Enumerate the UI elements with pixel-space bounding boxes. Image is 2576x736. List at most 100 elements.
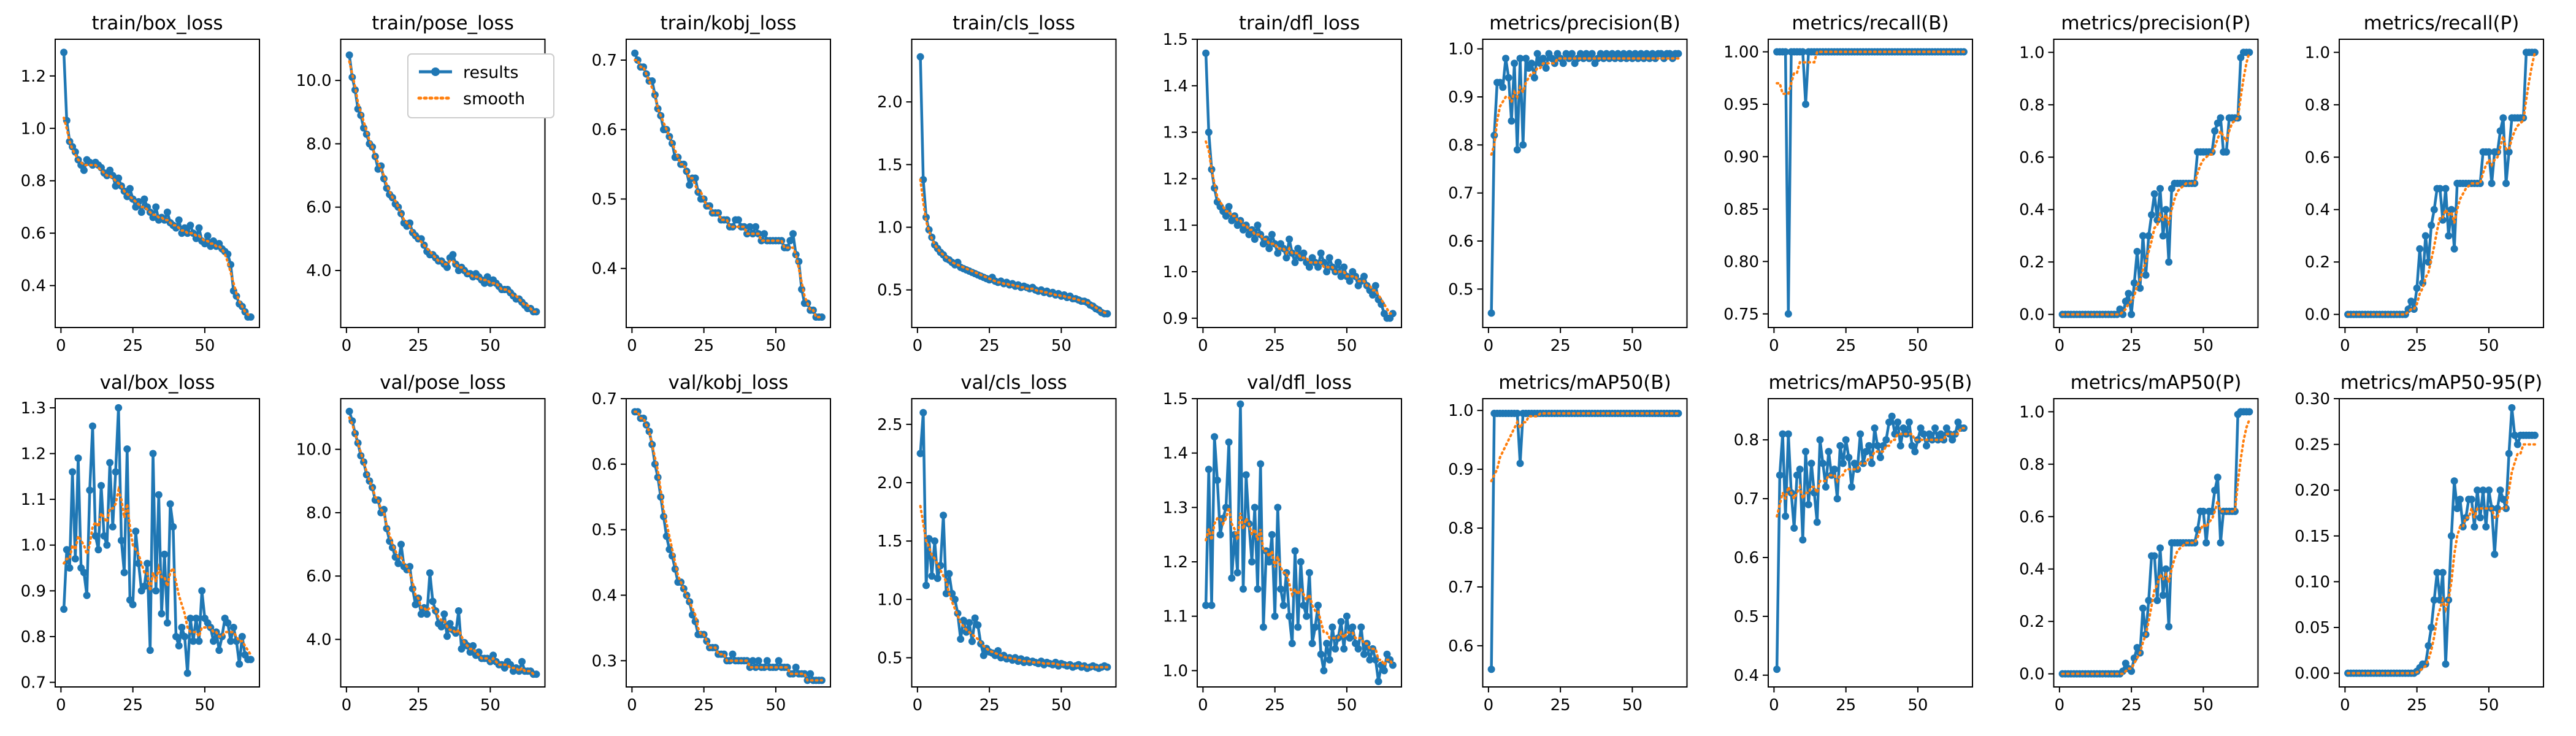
results-point <box>1773 665 1781 673</box>
results-point <box>1882 436 1890 444</box>
results-point <box>423 610 431 618</box>
y-tick-label: 0.4 <box>2305 201 2330 220</box>
chart-panel: metrics/precision(B) 0.5 0.6 0.7 0.8 0.9 1.0 0 2… <box>1448 12 1688 355</box>
results-series-line <box>635 410 822 682</box>
smooth-series-line <box>2347 51 2536 316</box>
results-point <box>2165 623 2173 631</box>
x-tick-label: 50 <box>2478 696 2499 715</box>
results-point <box>483 273 491 281</box>
results-point <box>1343 612 1351 620</box>
results-point <box>2447 532 2455 540</box>
results-point <box>183 669 191 677</box>
results-point <box>1874 442 1882 450</box>
results-point <box>224 619 232 627</box>
results-point <box>103 541 111 549</box>
y-tick-label: 0.6 <box>2305 148 2330 167</box>
x-tick-label: 0 <box>1769 696 1779 715</box>
results-point <box>112 468 120 476</box>
results-point <box>2150 190 2158 198</box>
chart-title: metrics/recall(P) <box>2364 12 2520 34</box>
chart-panel: metrics/precision(P) 0.0 0.2 0.4 0.6 0.8 1.0 0 2… <box>2019 12 2259 355</box>
y-tick-label: 0.9 <box>1448 88 1473 107</box>
results-point <box>763 657 771 665</box>
results-point <box>2139 232 2147 240</box>
results-point <box>204 232 212 240</box>
chart-panel: train/cls_loss 0.5 1.0 1.5 2.0 0 25 50 <box>877 12 1117 355</box>
chart-title: metrics/mAP50(B) <box>1498 372 1671 394</box>
y-tick-label: 0.9 <box>1163 310 1188 328</box>
results-point <box>2450 477 2458 485</box>
results-point <box>115 174 123 182</box>
results-point <box>1802 101 1809 108</box>
results-point <box>181 632 189 640</box>
y-tick-label: 1.0 <box>1448 402 1473 420</box>
x-tick-label: 50 <box>765 696 786 715</box>
y-tick-label: 0.8 <box>2019 96 2044 115</box>
chart-panel: val/dfl_loss 1.0 1.1 1.2 1.3 1.4 1.5 0 25 50 <box>1163 372 1402 715</box>
results-point <box>1213 477 1221 484</box>
y-tick-label: 0.20 <box>2294 481 2330 500</box>
results-point <box>1516 459 1524 467</box>
results-point <box>1522 55 1530 63</box>
results-point <box>1782 512 1790 520</box>
results-point <box>2245 48 2253 56</box>
results-point <box>2428 624 2436 631</box>
results-point <box>1782 48 1790 56</box>
results-point <box>195 637 203 645</box>
results-point <box>2128 310 2136 318</box>
results-point <box>2476 180 2484 187</box>
results-point <box>2433 569 2441 577</box>
results-point <box>175 642 183 650</box>
results-point <box>426 569 434 577</box>
results-point <box>2496 127 2504 135</box>
results-point <box>345 407 353 415</box>
results-point <box>1920 430 1928 438</box>
results-point <box>1802 448 1809 456</box>
results-point <box>1371 282 1379 289</box>
results-point <box>979 651 987 659</box>
results-point <box>1233 569 1241 577</box>
y-tick-label: 1.3 <box>1163 124 1188 142</box>
results-point <box>109 523 117 531</box>
results-point <box>449 251 457 259</box>
results-point <box>1366 656 1374 664</box>
results-point <box>152 587 160 595</box>
results-point <box>195 224 203 232</box>
y-tick-label: 0.0 <box>2019 665 2044 684</box>
chart-title: metrics/mAP50-95(B) <box>1768 372 1972 394</box>
y-tick-label: 0.9 <box>21 582 46 600</box>
results-point <box>1502 55 1509 63</box>
y-tick-label: 1.0 <box>21 537 46 555</box>
results-point <box>236 660 243 668</box>
results-point <box>1804 500 1812 508</box>
x-tick-label: 50 <box>1907 337 1928 355</box>
results-point <box>166 500 174 508</box>
results-point <box>1530 74 1538 82</box>
axes-frame <box>1482 398 1688 688</box>
results-point <box>1876 453 1884 461</box>
legend-box <box>407 53 554 118</box>
y-tick-label: 0.30 <box>2294 390 2330 408</box>
x-tick-label: 50 <box>1622 337 1643 355</box>
results-point <box>1211 433 1219 441</box>
results-point <box>2211 486 2219 494</box>
results-point <box>729 650 737 658</box>
results-point <box>1799 536 1807 544</box>
y-tick-label: 0.7 <box>1734 490 1759 508</box>
results-point <box>532 670 540 678</box>
x-tick-label: 25 <box>694 696 714 715</box>
y-tick-label: 0.7 <box>592 52 617 70</box>
y-tick-label: 0.2 <box>2305 253 2330 272</box>
results-point <box>1274 504 1282 512</box>
results-point <box>132 527 140 535</box>
results-point <box>818 313 826 321</box>
y-tick-label: 0.5 <box>877 282 902 300</box>
chart-panel: train/dfl_loss 0.9 1.0 1.1 1.2 1.3 1.4 1.5 0 25 50 <box>1163 12 1402 355</box>
results-point <box>1325 254 1333 262</box>
y-tick-label: 1.0 <box>2019 403 2044 421</box>
results-point <box>761 664 769 671</box>
y-tick-label: 0.0 <box>2019 306 2044 324</box>
results-point <box>2231 507 2239 515</box>
results-point <box>94 546 102 554</box>
y-tick-label: 0.25 <box>2294 436 2330 454</box>
